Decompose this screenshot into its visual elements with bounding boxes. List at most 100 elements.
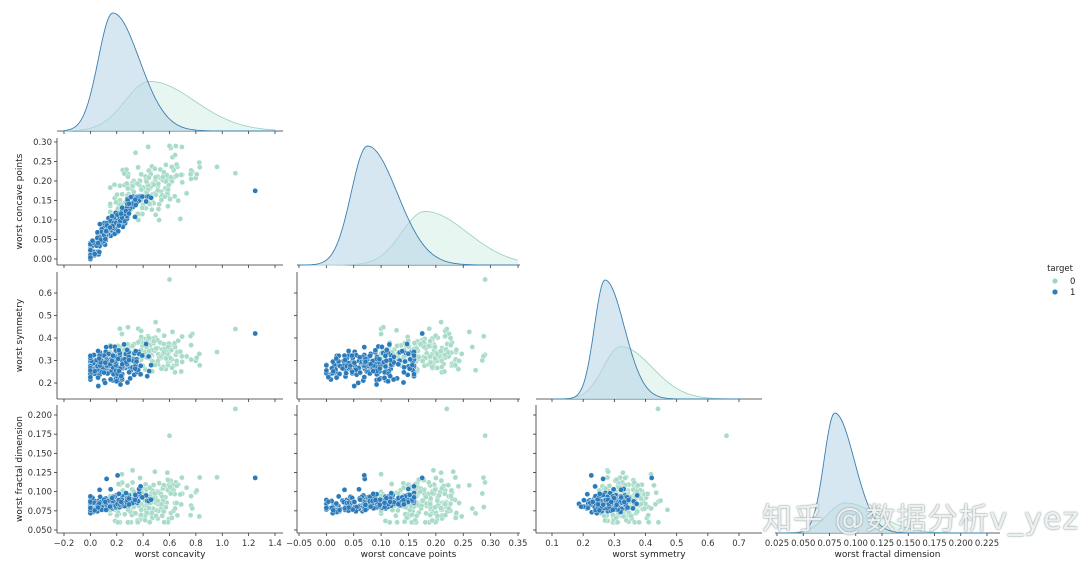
point-class1 [613,502,620,508]
point-class0 [437,348,444,355]
point-class0 [114,191,120,198]
point-class1 [596,490,603,497]
point-class1 [376,356,383,363]
x-axis-label: worst concave points [361,550,457,560]
point-class0 [655,519,662,526]
point-class0 [160,169,167,175]
point-class1 [91,251,98,257]
point-class0 [158,197,165,203]
x-tick-label: 0.150 [896,539,920,549]
x-tick-label: 0.30 [481,539,500,549]
point-class0 [480,504,487,510]
x-tick-label: 0.7 [732,539,746,549]
point-class0 [447,335,454,341]
point-class1 [383,347,390,353]
point-class1 [126,501,132,508]
point-class0 [400,484,407,491]
x-tick-label: −0.2 [54,539,75,549]
x-tick-label: 0.100 [844,539,868,549]
y-tick-label: 0.15 [33,197,52,207]
point-class0 [631,479,638,486]
point-class1 [113,378,120,385]
point-class0 [622,475,628,481]
point-class1 [634,492,641,499]
point-class0 [139,204,146,211]
point-class0 [129,183,136,189]
point-class1 [351,383,358,389]
point-class0 [146,484,153,491]
point-class1 [362,502,369,508]
point-class1 [349,352,355,359]
point-class1 [411,352,417,359]
point-class0 [129,343,136,349]
point-class1 [330,507,337,514]
point-class0 [411,340,418,346]
point-class1 [382,353,389,359]
point-class0 [456,500,462,506]
point-class0 [160,349,167,356]
point-class1 [357,369,363,376]
y-tick-label: 0.2 [38,379,52,389]
point-class0 [395,507,401,514]
point-class0 [169,329,176,335]
kde-panel-2 [297,145,520,268]
point-class0 [196,351,203,357]
point-class1 [325,374,332,381]
point-class1 [351,359,358,366]
point-class0 [452,515,459,521]
point-class0 [232,326,239,332]
y-tick-label: 0.100 [28,488,52,498]
point-class0 [602,517,608,524]
point-class0 [415,354,422,361]
point-class0 [196,474,203,481]
point-class1 [97,221,103,227]
x-tick-label: 0.0 [84,539,98,549]
point-class0 [165,477,171,484]
x-tick-label: 0.6 [163,539,177,549]
point-class1 [342,357,348,363]
point-class1 [252,330,258,337]
x-tick-label: 0.5 [670,539,684,549]
point-class0 [434,513,441,519]
point-class0 [119,191,125,197]
point-class1 [335,493,342,500]
point-class0 [452,362,459,369]
point-class0 [438,364,445,370]
point-class1 [145,353,152,360]
point-class1 [323,367,330,374]
point-class0 [134,519,141,526]
legend-marker-0 [1051,278,1058,285]
point-class1 [107,376,114,383]
point-class1 [132,202,139,208]
point-class1 [102,499,109,505]
kde-panel-4: 0.025 0.050 0.075 0.100 0.125 0.150 0.175 0.200… [765,412,1000,560]
point-class1 [361,344,368,350]
point-class0 [119,331,125,337]
point-class1 [385,378,391,385]
point-class1 [148,496,154,503]
point-class0 [174,512,181,519]
point-class0 [163,355,169,362]
y-tick-label: 0.30 [33,138,52,148]
point-class1 [123,490,129,496]
point-class1 [95,383,102,389]
point-class0 [152,211,159,218]
point-class0 [394,342,400,349]
point-class0 [150,338,157,345]
point-class0 [196,159,203,166]
point-class1 [419,475,426,481]
point-class0 [413,513,420,519]
kde-class1-line [777,412,987,534]
point-class1 [252,475,258,481]
x-tick-label: 0.20 [426,539,445,549]
point-class0 [417,488,424,495]
point-class0 [447,342,454,348]
point-class0 [129,467,136,474]
point-class0 [135,164,141,171]
point-class1 [333,355,340,362]
watermark: 知乎 @数据分析v_yezi [762,502,1080,537]
legend-title: target [1047,264,1074,274]
point-class0 [166,276,173,283]
point-class1 [400,379,407,386]
point-class1 [376,365,383,372]
